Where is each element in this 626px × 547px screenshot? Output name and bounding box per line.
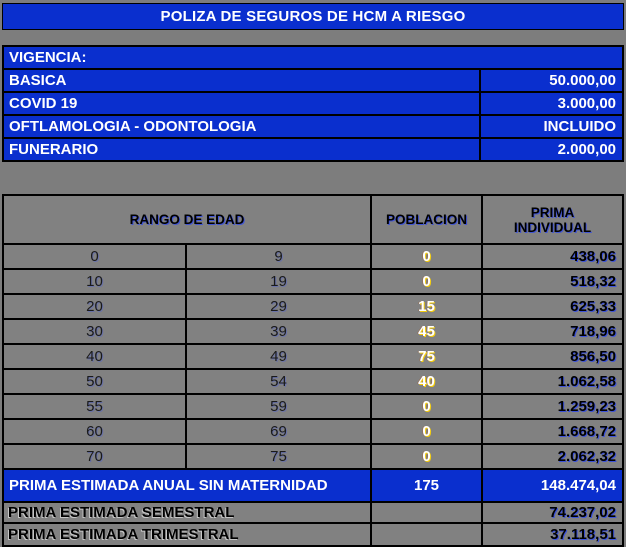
subtotal-label-cell[interactable]: PRIMA ESTIMADA SEMESTRAL — [4, 503, 372, 522]
cell-premium[interactable]: 2.062,32 — [557, 448, 616, 465]
cell-premium[interactable]: 1.668,72 — [557, 423, 616, 440]
header-premium-cell[interactable]: PRIMA INDIVIDUAL — [483, 196, 622, 243]
coverage-row: BASICA 50.000,00 — [4, 70, 622, 93]
annual-total-row: PRIMA ESTIMADA ANUAL SIN MATERNIDAD 175 … — [4, 470, 622, 503]
header-premium-line1: PRIMA — [530, 204, 575, 220]
vigencia-header-row[interactable]: VIGENCIA: — [4, 47, 622, 70]
cell-premium[interactable]: 625,33 — [570, 298, 616, 315]
header-population-label: POBLACION — [386, 212, 467, 227]
cell-population[interactable]: 40 — [372, 370, 483, 393]
cell-age-to[interactable]: 19 — [187, 270, 372, 293]
subtotal-premium-cell[interactable]: 74.237,02 — [549, 504, 616, 521]
annual-total-label-cell[interactable]: PRIMA ESTIMADA ANUAL SIN MATERNIDAD — [4, 470, 372, 501]
cell-premium[interactable]: 518,32 — [570, 273, 616, 290]
coverage-section: VIGENCIA: BASICA 50.000,00 COVID 19 3.00… — [2, 45, 624, 162]
table-row: 55 59 0 1.259,23 — [4, 395, 622, 420]
header-age-range-label: RANGO DE EDAD — [129, 212, 245, 227]
coverage-row: OFTLAMOLOGIA - ODONTOLOGIA INCLUIDO — [4, 116, 622, 139]
coverage-value-cell[interactable]: 2.000,00 — [479, 139, 622, 160]
cell-population[interactable]: 15 — [372, 295, 483, 318]
subtotal-row: PRIMA ESTIMADA TRIMESTRAL 37.118,51 — [4, 524, 622, 545]
cell-population[interactable]: 0 — [372, 245, 483, 268]
table-row: 60 69 0 1.668,72 — [4, 420, 622, 445]
annual-total-population-cell[interactable]: 175 — [372, 470, 483, 501]
cell-age-to[interactable]: 59 — [187, 395, 372, 418]
header-age-range-cell[interactable]: RANGO DE EDAD — [4, 196, 372, 243]
coverage-label-cell[interactable]: BASICA — [9, 72, 67, 89]
cell-premium[interactable]: 1.062,58 — [557, 373, 616, 390]
table-row: 30 39 45 718,96 — [4, 320, 622, 345]
coverage-value-cell[interactable]: 50.000,00 — [479, 70, 622, 91]
cell-age-from[interactable]: 55 — [4, 395, 187, 418]
cell-age-from[interactable]: 10 — [4, 270, 187, 293]
policy-title-bar[interactable]: POLIZA DE SEGUROS DE HCM A RIESGO — [2, 3, 624, 30]
annual-total-premium: 148.474,04 — [540, 477, 616, 494]
cell-population[interactable]: 0 — [372, 420, 483, 443]
table-row: 40 49 75 856,50 — [4, 345, 622, 370]
subtotal-label-cell[interactable]: PRIMA ESTIMADA TRIMESTRAL — [4, 524, 372, 545]
cell-age-from[interactable]: 30 — [4, 320, 187, 343]
annual-total-population: 175 — [413, 477, 440, 494]
table-row: 20 29 15 625,33 — [4, 295, 622, 320]
cell-population[interactable]: 75 — [372, 345, 483, 368]
vigencia-header-label: VIGENCIA: — [9, 49, 87, 66]
cell-premium[interactable]: 856,50 — [570, 348, 616, 365]
cell-age-from[interactable]: 40 — [4, 345, 187, 368]
cell-age-to[interactable]: 54 — [187, 370, 372, 393]
cell-age-from[interactable]: 0 — [4, 245, 187, 268]
cell-population[interactable]: 45 — [372, 320, 483, 343]
cell-premium[interactable]: 438,06 — [570, 248, 616, 265]
cell-age-from[interactable]: 70 — [4, 445, 187, 468]
cell-age-from[interactable]: 50 — [4, 370, 187, 393]
cell-age-to[interactable]: 69 — [187, 420, 372, 443]
cell-population[interactable]: 0 — [372, 395, 483, 418]
subtotal-premium-cell[interactable]: 37.118,51 — [550, 526, 616, 543]
header-population-cell[interactable]: POBLACION — [372, 196, 483, 243]
coverage-label-cell[interactable]: FUNERARIO — [9, 141, 99, 158]
cell-population[interactable]: 0 — [372, 270, 483, 293]
table-header-row: RANGO DE EDAD POBLACION PRIMA INDIVIDUAL — [4, 196, 622, 245]
cell-population[interactable]: 0 — [372, 445, 483, 468]
coverage-label-cell[interactable]: COVID 19 — [9, 95, 78, 112]
subtotal-empty-cell[interactable] — [372, 524, 483, 545]
coverage-value-cell[interactable]: 3.000,00 — [479, 93, 622, 114]
subtotal-row: PRIMA ESTIMADA SEMESTRAL 74.237,02 — [4, 503, 622, 524]
cell-premium[interactable]: 718,96 — [570, 323, 616, 340]
cell-age-from[interactable]: 20 — [4, 295, 187, 318]
table-row: 10 19 0 518,32 — [4, 270, 622, 295]
policy-title: POLIZA DE SEGUROS DE HCM A RIESGO — [160, 8, 466, 25]
table-row: 0 9 0 438,06 — [4, 245, 622, 270]
header-premium-line2: INDIVIDUAL — [513, 219, 592, 235]
annual-total-label: PRIMA ESTIMADA ANUAL SIN MATERNIDAD — [9, 477, 328, 494]
cell-age-to[interactable]: 29 — [187, 295, 372, 318]
table-row: 70 75 0 2.062,32 — [4, 445, 622, 470]
coverage-value-cell[interactable]: INCLUIDO — [479, 116, 622, 137]
coverage-row: FUNERARIO 2.000,00 — [4, 139, 622, 160]
annual-total-premium-cell[interactable]: 148.474,04 — [483, 470, 622, 501]
cell-age-to[interactable]: 9 — [187, 245, 372, 268]
cell-age-to[interactable]: 49 — [187, 345, 372, 368]
coverage-row: COVID 19 3.000,00 — [4, 93, 622, 116]
cell-premium[interactable]: 1.259,23 — [557, 398, 616, 415]
cell-age-from[interactable]: 60 — [4, 420, 187, 443]
subtotal-empty-cell[interactable] — [372, 503, 483, 522]
premium-table: RANGO DE EDAD POBLACION PRIMA INDIVIDUAL… — [2, 194, 624, 547]
table-row: 50 54 40 1.062,58 — [4, 370, 622, 395]
coverage-label-cell[interactable]: OFTLAMOLOGIA - ODONTOLOGIA — [9, 118, 257, 135]
cell-age-to[interactable]: 75 — [187, 445, 372, 468]
cell-age-to[interactable]: 39 — [187, 320, 372, 343]
